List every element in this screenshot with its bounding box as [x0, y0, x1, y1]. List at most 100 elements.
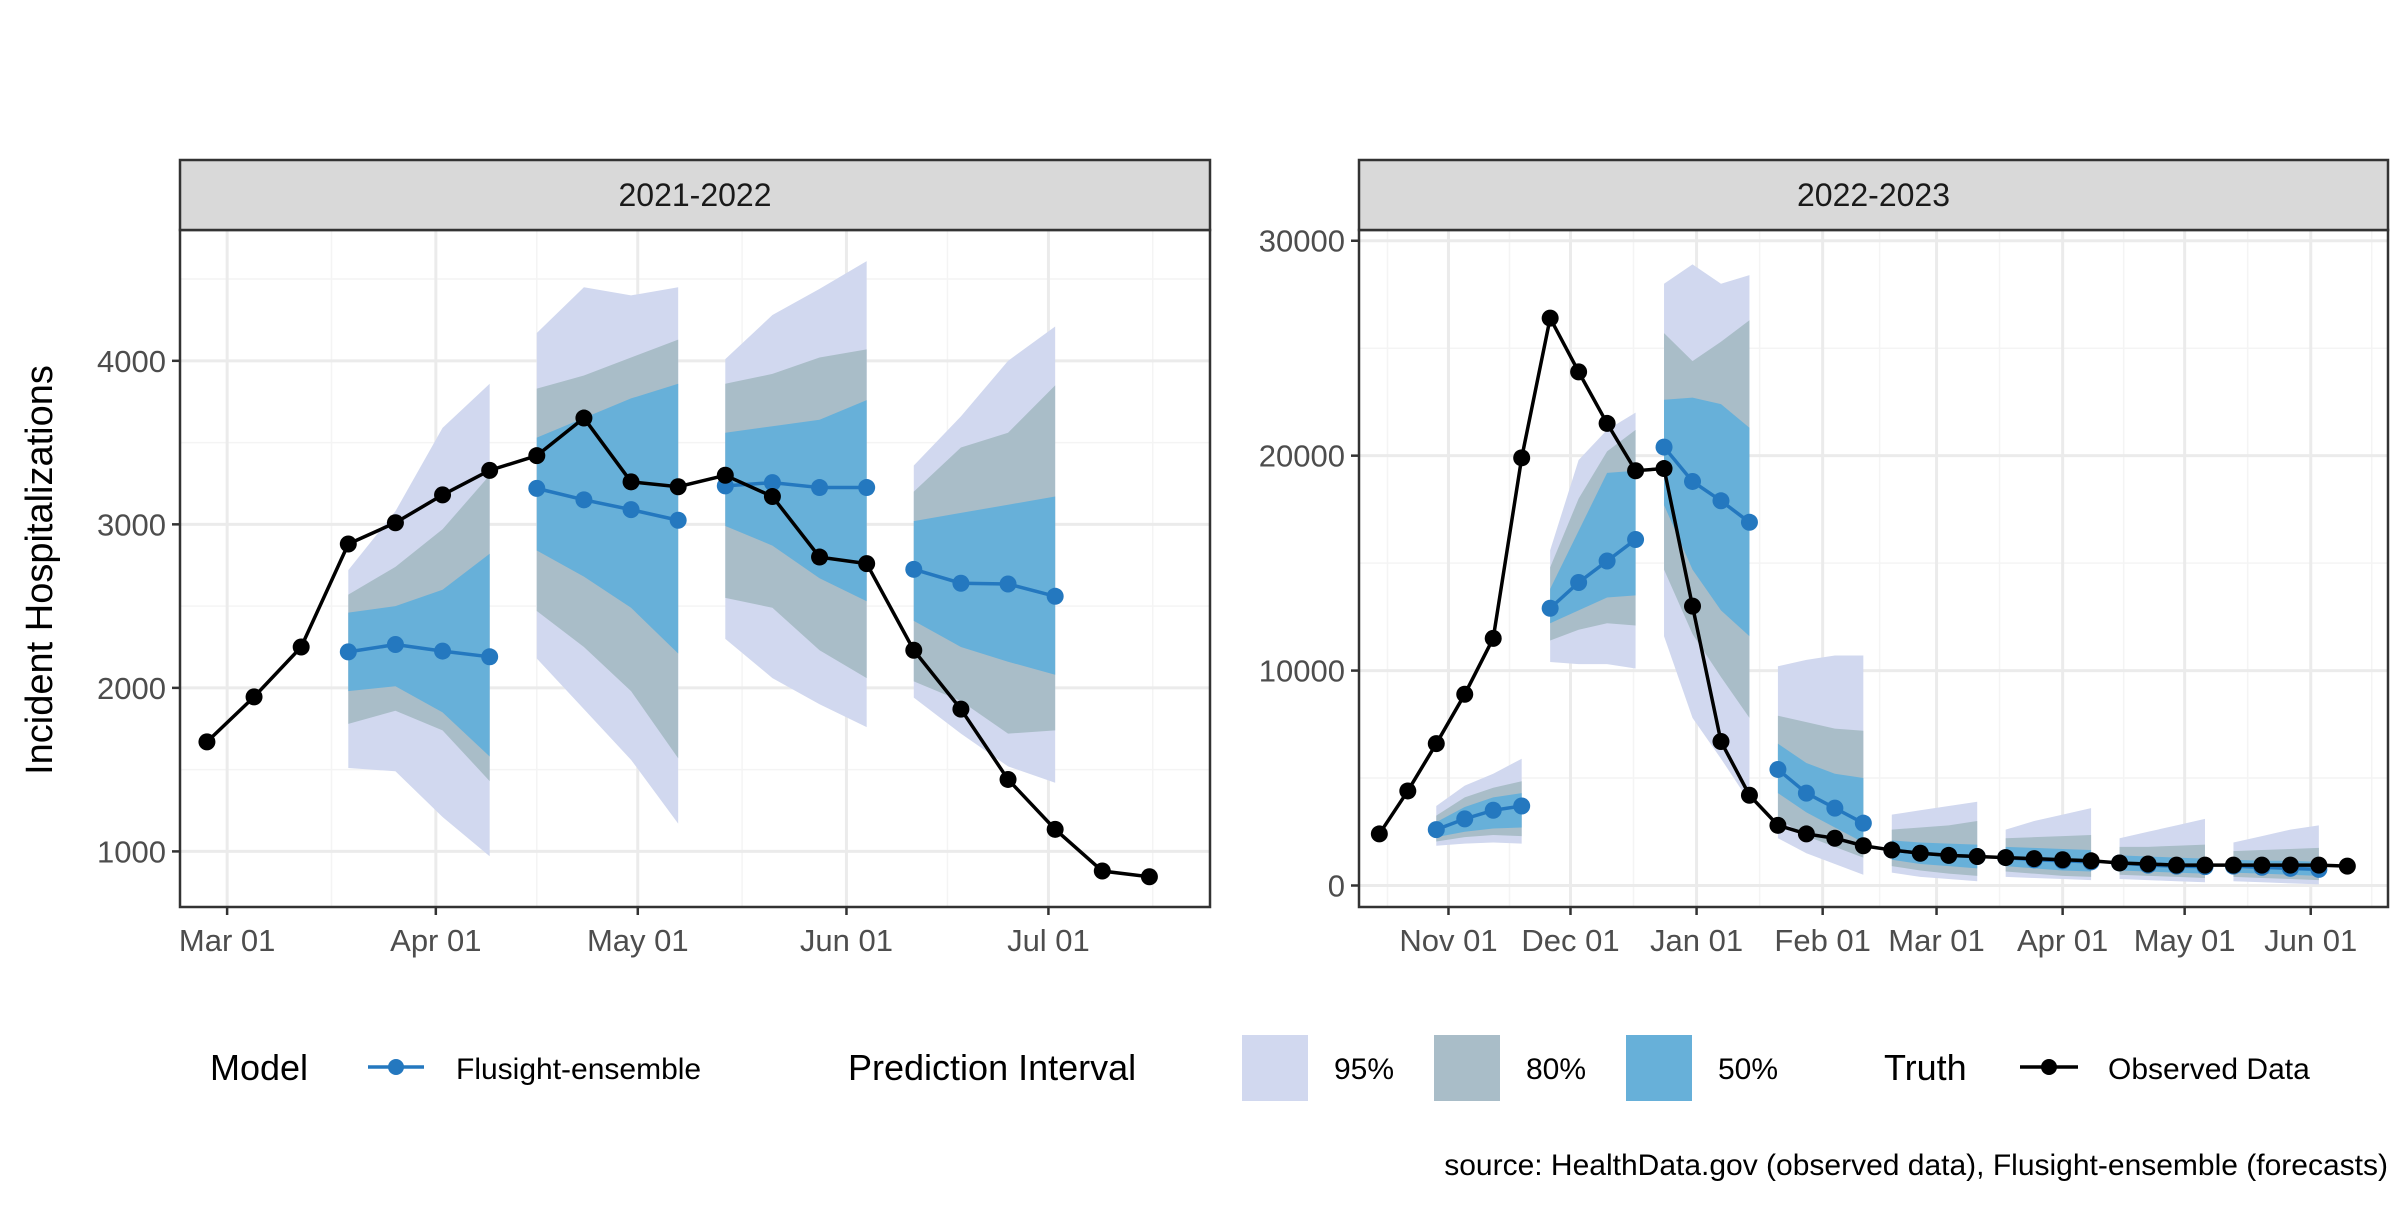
- observed-data-point: [245, 688, 263, 706]
- forecast-3-pi50-band: [725, 400, 867, 602]
- forecast-4-median-point: [1046, 587, 1064, 605]
- observed-data-point: [2168, 856, 2186, 874]
- forecast-2-median-point: [1541, 599, 1559, 617]
- observed-data-point: [2253, 856, 2271, 874]
- forecast-1-median-point: [1484, 801, 1502, 819]
- forecast-1-median-point: [386, 636, 404, 654]
- legend-truth-point: [2041, 1059, 2057, 1075]
- forecast-1-median-point: [1427, 821, 1445, 839]
- observed-data-point: [1968, 847, 1986, 865]
- observed-data-point: [1140, 868, 1158, 886]
- forecast-3-median-point: [858, 479, 876, 497]
- panel-background: [1359, 230, 2388, 907]
- observed-data-point: [1854, 837, 1872, 855]
- observed-data-point: [1826, 829, 1844, 847]
- observed-data-point: [2139, 855, 2157, 873]
- legend: Model Flusight-ensemble Prediction Inter…: [210, 1035, 2310, 1101]
- observed-data-point: [811, 548, 829, 566]
- y-tick-label: 10000: [1259, 654, 1345, 689]
- observed-data-point: [1484, 629, 1502, 647]
- observed-data-point: [1399, 782, 1417, 800]
- observed-data-point: [2025, 850, 2043, 868]
- observed-data-point: [528, 447, 546, 465]
- facet-strip-label: 2021-2022: [618, 177, 771, 213]
- x-tick-label: Jul 01: [1007, 923, 1090, 958]
- facet-strip-label: 2022-2023: [1797, 177, 1950, 213]
- forecast-2-median-point: [1598, 552, 1616, 570]
- forecast-2-median-line: [1548, 538, 1637, 610]
- forecast-4-median-line: [913, 567, 1056, 598]
- x-tick-label: Nov 01: [1399, 923, 1497, 958]
- forecast-3-median-line: [1662, 445, 1751, 524]
- observed-data-point: [2224, 856, 2242, 874]
- observed-data-point: [999, 770, 1017, 788]
- legend-pi-title: Prediction Interval: [848, 1047, 1136, 1088]
- observed-data-point: [2054, 851, 2072, 869]
- observed-data-point: [952, 700, 970, 718]
- y-tick-label: 3000: [97, 507, 166, 542]
- observed-data-point: [1940, 846, 1958, 864]
- forecast-4-median-point: [1797, 784, 1815, 802]
- x-tick-label: May 01: [2134, 923, 2236, 958]
- observed-data-point: [1997, 849, 2015, 867]
- observed-data-point: [1456, 685, 1474, 703]
- observed-data-point: [1684, 597, 1702, 615]
- observed-data-point: [1655, 460, 1673, 478]
- observed-data-point: [1541, 309, 1559, 327]
- forecast-4-median-point: [1826, 799, 1844, 817]
- forecast-1-median-point: [1513, 797, 1531, 815]
- forecast-3-median-point: [811, 479, 829, 497]
- x-tick-label: Jun 01: [800, 923, 893, 958]
- observed-data-point: [2281, 856, 2299, 874]
- forecast-4-median-point: [905, 560, 923, 578]
- forecast-3-pi50-band: [1664, 397, 1750, 637]
- y-tick-label: 0: [1328, 869, 1345, 904]
- observed-data-point: [1513, 449, 1531, 467]
- forecast-3-median-point: [1655, 438, 1673, 456]
- observed-data-point: [2338, 857, 2356, 875]
- observed-data-point: [575, 409, 593, 427]
- observed-data-point: [1911, 844, 1929, 862]
- observed-data-point: [434, 486, 452, 504]
- observed-data-point: [669, 478, 687, 496]
- forecast-2-pi50-band: [536, 383, 679, 654]
- y-tick-label: 20000: [1259, 439, 1345, 474]
- facet-panels: 2021-2022 1000 2000 3000 4000 Mar 01 Apr 01 May…: [97, 158, 2390, 958]
- forecast-4-median-point: [1854, 814, 1872, 832]
- forecast-2-median-point: [1570, 573, 1588, 591]
- y-tick-label: 2000: [97, 671, 166, 706]
- forecast-1-median-point: [481, 648, 499, 666]
- legend-model-title: Model: [210, 1047, 308, 1088]
- forecast-4-pi50-band: [913, 496, 1056, 675]
- observed-data-point: [1570, 363, 1588, 381]
- source-caption: source: HealthData.gov (observed data), …: [1444, 1149, 2388, 1182]
- forecast-1-median-point: [1456, 810, 1474, 828]
- x-tick-label: Mar 01: [1888, 923, 1984, 958]
- observed-data-point: [2111, 854, 2129, 872]
- x-tick-label: May 01: [587, 923, 689, 958]
- observed-data-point: [622, 473, 640, 491]
- forecast-4-median-point: [999, 575, 1017, 593]
- legend-pi50-label: 50%: [1718, 1053, 1778, 1086]
- y-tick-label: 4000: [97, 344, 166, 379]
- forecast-1-median-line: [348, 642, 490, 659]
- observed-data-point: [1046, 820, 1064, 838]
- x-tick-label: Apr 01: [390, 923, 481, 958]
- forecast-2-median-line: [536, 486, 679, 522]
- forecast-4-median-point: [1769, 760, 1787, 778]
- observed-data-point: [1883, 841, 1901, 859]
- observed-data-point: [2310, 856, 2328, 874]
- forecast-4-median-point: [952, 574, 970, 592]
- forecast-2-median-point: [1627, 530, 1645, 548]
- facet-strip: [1357, 158, 2390, 232]
- legend-pi50-key: [1626, 1035, 1692, 1101]
- observed-data-point: [1769, 816, 1787, 834]
- legend-pi95-label: 95%: [1334, 1053, 1394, 1086]
- panel-background: [180, 230, 1210, 907]
- observed-data-point: [481, 461, 499, 479]
- forecast-1-median-point: [434, 642, 452, 660]
- legend-truth-item: Observed Data: [2108, 1053, 2310, 1086]
- x-tick-label: Jun 01: [2264, 923, 2357, 958]
